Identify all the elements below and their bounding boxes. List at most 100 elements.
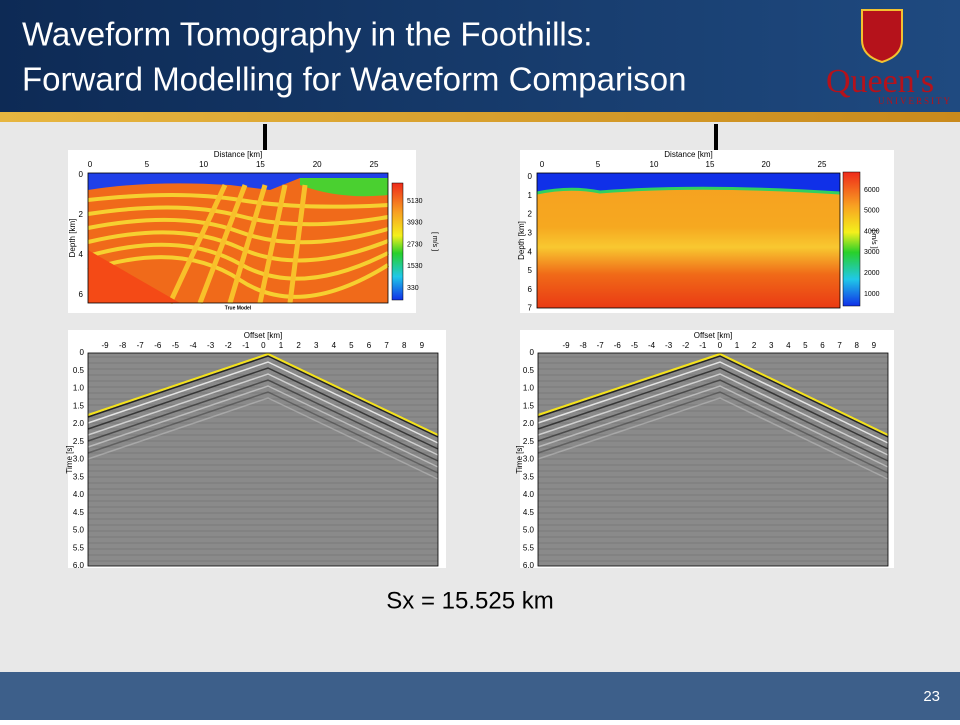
tick-label: 0 bbox=[79, 170, 84, 179]
tick-label: -7 bbox=[137, 341, 145, 350]
title-line: Forward Modelling for Waveform Compariso… bbox=[22, 61, 687, 98]
tick-label: -9 bbox=[101, 341, 109, 350]
first-arrival bbox=[537, 352, 889, 436]
event bbox=[537, 355, 889, 438]
tick-label: 0 bbox=[261, 341, 266, 350]
tick-label: 0.5 bbox=[73, 366, 85, 375]
tick-label: 1.5 bbox=[523, 401, 535, 410]
tick-label: 3.5 bbox=[523, 472, 535, 481]
model-layer bbox=[287, 184, 308, 304]
tick-label: 1 bbox=[735, 341, 740, 350]
tick-label: Offset [km] bbox=[244, 331, 283, 340]
crest bbox=[861, 9, 903, 64]
tick-label: 1.0 bbox=[73, 384, 85, 393]
tick-label: 5000 bbox=[864, 208, 880, 215]
event bbox=[537, 361, 889, 444]
plot-frame bbox=[87, 352, 439, 567]
tick-label: 4.0 bbox=[73, 490, 85, 499]
tick-label: 25 bbox=[370, 160, 379, 169]
tick-label: 2.0 bbox=[73, 419, 85, 428]
tick-label: 6 bbox=[820, 341, 825, 350]
tick-label: 3000 bbox=[864, 249, 880, 256]
tick-label: 8 bbox=[402, 341, 407, 350]
tick-label: 1 bbox=[279, 341, 284, 350]
footer-bar bbox=[0, 672, 960, 720]
colorbar-label: [ m/s ] bbox=[431, 232, 438, 251]
tick-label: 4000 bbox=[864, 228, 880, 235]
tick-label: 3.5 bbox=[73, 472, 85, 481]
tick-label: 3 bbox=[528, 229, 533, 238]
tick-label: 2.5 bbox=[523, 437, 535, 446]
tick-label: 5.5 bbox=[73, 543, 85, 552]
tick-label: -6 bbox=[154, 341, 162, 350]
tick-label: 9 bbox=[420, 341, 425, 350]
gather-image bbox=[538, 353, 888, 566]
tick-label: -9 bbox=[562, 341, 570, 350]
tick-label: 20 bbox=[762, 160, 771, 169]
event bbox=[87, 355, 439, 438]
event bbox=[87, 373, 439, 456]
tick-label: 0 bbox=[80, 348, 85, 357]
tick-label: 15 bbox=[256, 160, 265, 169]
tick-label: 3.0 bbox=[73, 455, 85, 464]
model-layer bbox=[88, 173, 388, 190]
tick-label: 2 bbox=[296, 341, 301, 350]
tick-label: 330 bbox=[407, 285, 419, 292]
first-arrival bbox=[87, 352, 439, 436]
model-layer bbox=[167, 183, 228, 305]
tick-label: 0 bbox=[528, 172, 533, 181]
logo-name: Queen's bbox=[826, 63, 934, 100]
tick-label: 4.5 bbox=[523, 508, 535, 517]
tick-label: -2 bbox=[682, 341, 690, 350]
tick-label: True Model bbox=[225, 305, 252, 311]
tick-label: 3 bbox=[314, 341, 319, 350]
tick-label: 4 bbox=[786, 341, 791, 350]
header-bar bbox=[0, 0, 960, 112]
tick-label: 0 bbox=[718, 341, 723, 350]
tick-label: 1.0 bbox=[523, 384, 535, 393]
tick-label: 2 bbox=[528, 210, 533, 219]
tick-label: -6 bbox=[614, 341, 622, 350]
colorbar bbox=[391, 182, 404, 301]
colorbar bbox=[842, 171, 861, 307]
event bbox=[87, 361, 439, 444]
tick-label: 6 bbox=[528, 285, 533, 294]
tick-label: 3930 bbox=[407, 220, 423, 227]
tick-label: -4 bbox=[189, 341, 197, 350]
event bbox=[537, 367, 889, 450]
tick-label: 2.5 bbox=[73, 437, 85, 446]
event bbox=[537, 391, 889, 474]
tick-label: 5130 bbox=[407, 198, 423, 205]
title-line: Waveform Tomography in the Foothills: bbox=[22, 16, 592, 53]
model-layer bbox=[536, 186, 841, 195]
tick-label: 5 bbox=[145, 160, 150, 169]
tick-label: 7 bbox=[384, 341, 389, 350]
tick-label: 3.0 bbox=[523, 455, 535, 464]
tick-label: -2 bbox=[225, 341, 233, 350]
tick-label: -1 bbox=[699, 341, 707, 350]
tick-label: 5 bbox=[596, 160, 601, 169]
axis-label: Depth [km] bbox=[517, 221, 526, 260]
tick-label: 5.0 bbox=[523, 526, 535, 535]
model-layer bbox=[87, 255, 390, 299]
page-number: 23 bbox=[923, 688, 940, 705]
tick-label: 15 bbox=[706, 160, 715, 169]
tick-label: 4.5 bbox=[73, 508, 85, 517]
tick-label: -3 bbox=[665, 341, 673, 350]
tick-label: 5 bbox=[803, 341, 808, 350]
plot-frame bbox=[536, 172, 841, 309]
tick-label: 4 bbox=[528, 247, 533, 256]
tick-label: -3 bbox=[207, 341, 215, 350]
tick-label: 1.5 bbox=[73, 401, 85, 410]
tick-label: 25 bbox=[818, 160, 827, 169]
tick-label: 5.5 bbox=[523, 543, 535, 552]
tick-label: 4 bbox=[79, 250, 84, 259]
tick-label: -5 bbox=[631, 341, 639, 350]
tick-label: Offset [km] bbox=[694, 331, 733, 340]
tick-label: 10 bbox=[199, 160, 208, 169]
tick-label: 4 bbox=[332, 341, 337, 350]
model-layer bbox=[197, 184, 248, 304]
plot-frame bbox=[537, 352, 889, 567]
event bbox=[87, 385, 439, 468]
